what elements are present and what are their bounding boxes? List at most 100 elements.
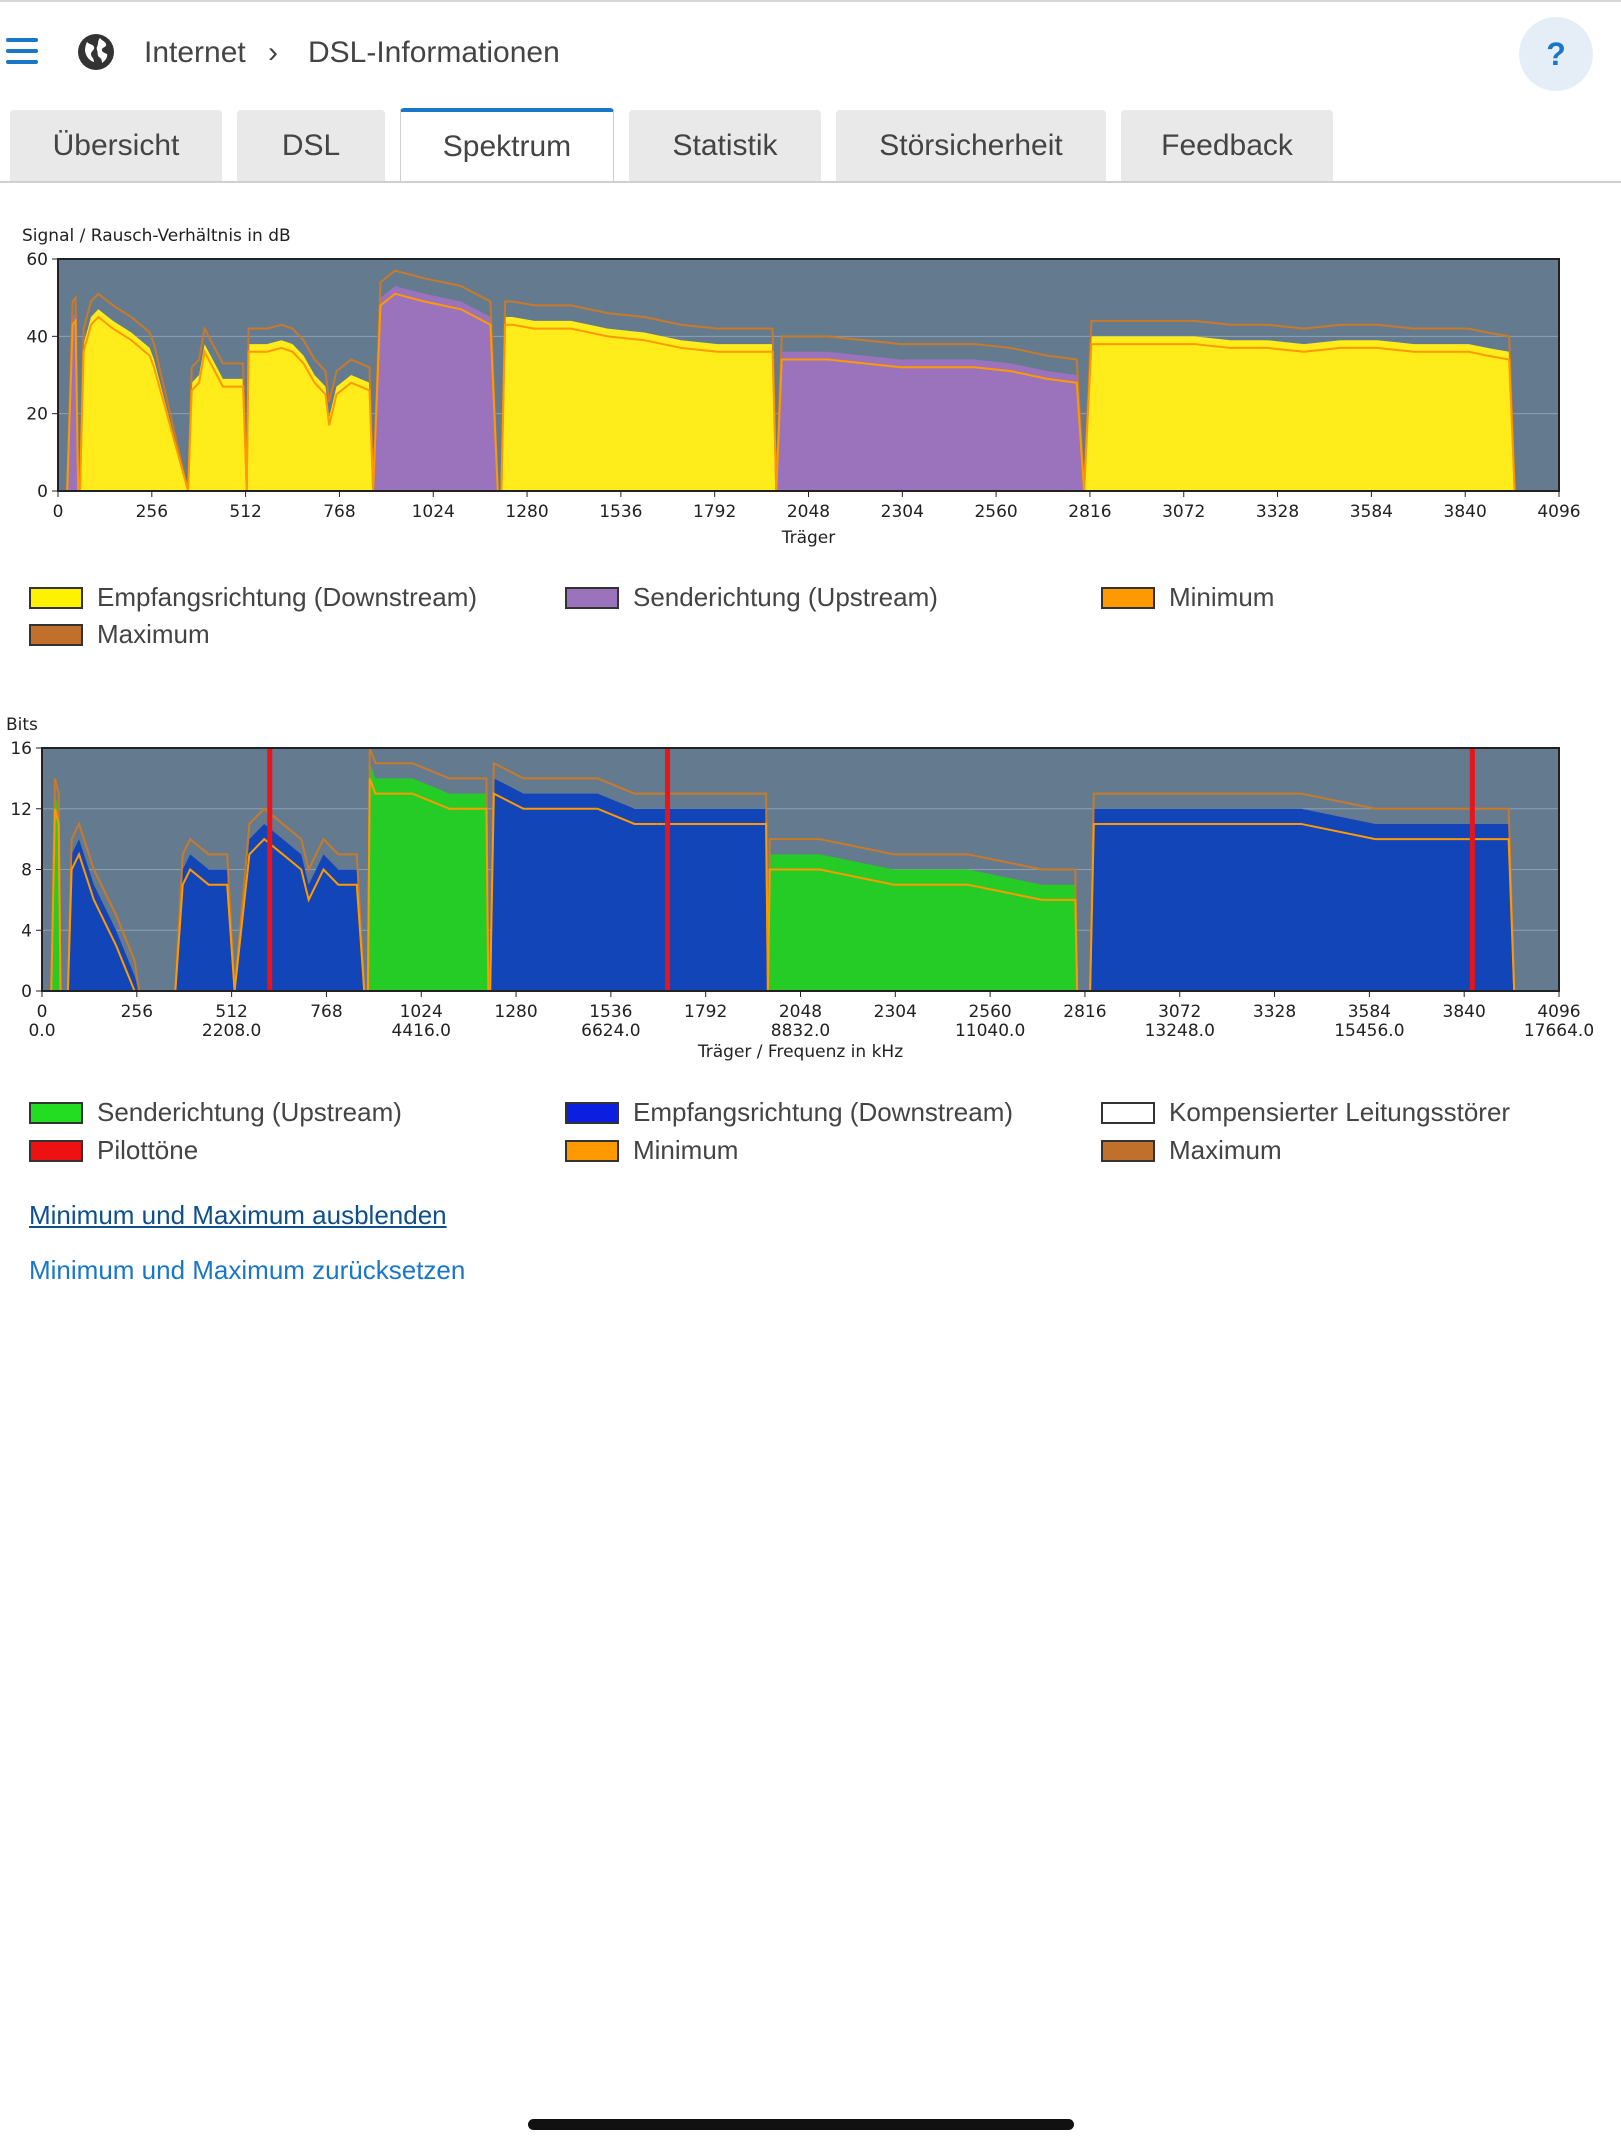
- x-axis-label: Träger / Frequenz in kHz: [697, 1042, 903, 1062]
- x-tick-label: 3072: [1162, 502, 1205, 522]
- x-tick-label: 1280: [494, 1002, 537, 1022]
- y-tick-label: 4: [21, 921, 32, 941]
- x-tick-label: 2304: [881, 502, 924, 522]
- x-tick-freq-label: 17664.0: [1524, 1021, 1594, 1041]
- series-area-downstream: [67, 778, 1515, 991]
- breadcrumb-dsl-informationen: DSL-Informationen: [308, 36, 560, 69]
- legend-snr-minimum: Minimum: [1101, 582, 1274, 612]
- x-tick-label: 256: [136, 502, 168, 522]
- y-tick-label: 12: [10, 800, 32, 820]
- x-tick-label: 3584: [1350, 502, 1393, 522]
- x-tick-label: 3328: [1256, 502, 1299, 522]
- breadcrumb-internet[interactable]: Internet: [144, 36, 246, 69]
- x-tick-label: 1024: [412, 502, 455, 522]
- x-tick-label: 0: [53, 502, 64, 522]
- legend-swatch: [1101, 587, 1155, 609]
- header: Internet › DSL-Informationen ?: [0, 0, 1621, 110]
- legend-bits-pilot: Pilottöne: [29, 1135, 198, 1165]
- y-tick-label: 0: [21, 982, 32, 1002]
- legend-bits-minimum: Minimum: [565, 1135, 738, 1165]
- top-divider: [0, 0, 1621, 2]
- x-tick-label: 256: [121, 1002, 153, 1022]
- globe-icon: [78, 34, 114, 70]
- x-tick-label: 3328: [1253, 1002, 1296, 1022]
- x-tick-label: 1792: [693, 502, 736, 522]
- reset-minmax-link[interactable]: Minimum und Maximum zurücksetzen: [29, 1255, 466, 1285]
- legend-snr-downstream: Empfangsrichtung (Downstream): [29, 582, 477, 612]
- tab-dsl[interactable]: DSL: [237, 110, 385, 181]
- legend-snr-maximum: Maximum: [29, 619, 210, 649]
- x-tick-freq-label: 11040.0: [955, 1021, 1025, 1041]
- legend-swatch: [29, 587, 83, 609]
- x-tick-label: 4096: [1537, 502, 1580, 522]
- tab-uebersicht[interactable]: Übersicht: [10, 110, 222, 181]
- legend-bits-downstream: Empfangsrichtung (Downstream): [565, 1097, 1013, 1127]
- series-area-upstream: [67, 286, 1085, 491]
- x-tick-freq-label: 6624.0: [581, 1021, 640, 1041]
- legend-label: Empfangsrichtung (Downstream): [97, 582, 478, 612]
- x-tick-label: 1024: [400, 1002, 443, 1022]
- x-tick-label: 2560: [968, 1002, 1011, 1022]
- legend-label: Maximum: [1169, 1135, 1282, 1165]
- y-tick-label: 20: [26, 405, 48, 425]
- x-tick-label: 2048: [787, 502, 830, 522]
- tab-spektrum[interactable]: Spektrum: [400, 108, 614, 181]
- legend-bits-maximum: Maximum: [1101, 1135, 1282, 1165]
- legend-label: Senderichtung (Upstream): [633, 582, 938, 612]
- legend-swatch: [29, 1140, 83, 1162]
- x-axis-label: Träger: [781, 528, 836, 548]
- legend-label: Pilottöne: [97, 1135, 199, 1165]
- menu-icon[interactable]: [6, 38, 38, 66]
- x-tick-label: 2816: [1063, 1002, 1106, 1022]
- series-area-upstream: [51, 763, 1078, 991]
- bits-chart: Bits 0 4 8 12 16 0 256 512 768 1024 1280 1536 1792 204…: [6, 715, 1594, 1062]
- x-tick-label: 2304: [874, 1002, 917, 1022]
- legend-label: Minimum: [633, 1135, 739, 1165]
- x-tick-label: 2048: [779, 1002, 822, 1022]
- home-indicator: [528, 2119, 1074, 2130]
- legend-swatch: [1101, 1140, 1155, 1162]
- x-tick-label: 512: [215, 1002, 247, 1022]
- x-tick-label: 2560: [974, 502, 1017, 522]
- x-tick-label: 0: [37, 1002, 48, 1022]
- legend-swatch: [565, 1140, 619, 1162]
- legend-swatch: [29, 1102, 83, 1124]
- tab-bar: Übersicht DSL Spektrum Statistik Störsic…: [0, 108, 1621, 183]
- x-tick-label: 3840: [1443, 1002, 1486, 1022]
- x-tick-label: 1536: [589, 1002, 632, 1022]
- x-tick-label: 1792: [684, 1002, 727, 1022]
- x-tick-freq-label: 0.0: [28, 1021, 55, 1041]
- x-tick-label: 2816: [1068, 502, 1111, 522]
- legend-swatch: [29, 624, 83, 646]
- x-tick-freq-label: 4416.0: [392, 1021, 451, 1041]
- x-tick-label: 1536: [599, 502, 642, 522]
- legend-swatch: [565, 587, 619, 609]
- help-button[interactable]: ?: [1519, 17, 1593, 91]
- tab-statistik[interactable]: Statistik: [629, 110, 821, 181]
- chart-title: Signal / Rausch-Verhältnis in dB: [22, 226, 291, 246]
- x-tick-freq-label: 2208.0: [202, 1021, 261, 1041]
- legend-label: Minimum: [1169, 582, 1275, 612]
- chart-title: Bits: [6, 715, 38, 735]
- hide-minmax-link[interactable]: Minimum und Maximum ausblenden: [29, 1200, 447, 1230]
- legend-label: Kompensierter Leitungsstörer: [1169, 1097, 1511, 1127]
- x-tick-freq-label: 13248.0: [1145, 1021, 1215, 1041]
- legend-bits-compensated: Kompensierter Leitungsstörer: [1101, 1097, 1510, 1127]
- x-tick-freq-label: 15456.0: [1334, 1021, 1404, 1041]
- legend-swatch: [1101, 1102, 1155, 1124]
- x-tick-label: 1280: [505, 502, 548, 522]
- legend-label: Empfangsrichtung (Downstream): [633, 1097, 1014, 1127]
- y-tick-label: 40: [26, 327, 48, 347]
- x-tick-label: 3840: [1444, 502, 1487, 522]
- legend-swatch: [565, 1102, 619, 1124]
- x-tick-label: 3072: [1158, 1002, 1201, 1022]
- legend-label: Maximum: [97, 619, 210, 649]
- snr-chart: Signal / Rausch-Verhältnis in dB 0 20 40 60 0…: [22, 226, 1581, 548]
- legend-snr-upstream: Senderichtung (Upstream): [565, 582, 938, 612]
- tab-feedback[interactable]: Feedback: [1121, 110, 1333, 181]
- legend-bits-upstream: Senderichtung (Upstream): [29, 1097, 402, 1127]
- x-tick-label: 3584: [1348, 1002, 1391, 1022]
- tab-stoersicherheit[interactable]: Störsicherheit: [836, 110, 1106, 181]
- y-tick-label: 8: [21, 861, 32, 881]
- series-area-downstream: [79, 309, 1515, 491]
